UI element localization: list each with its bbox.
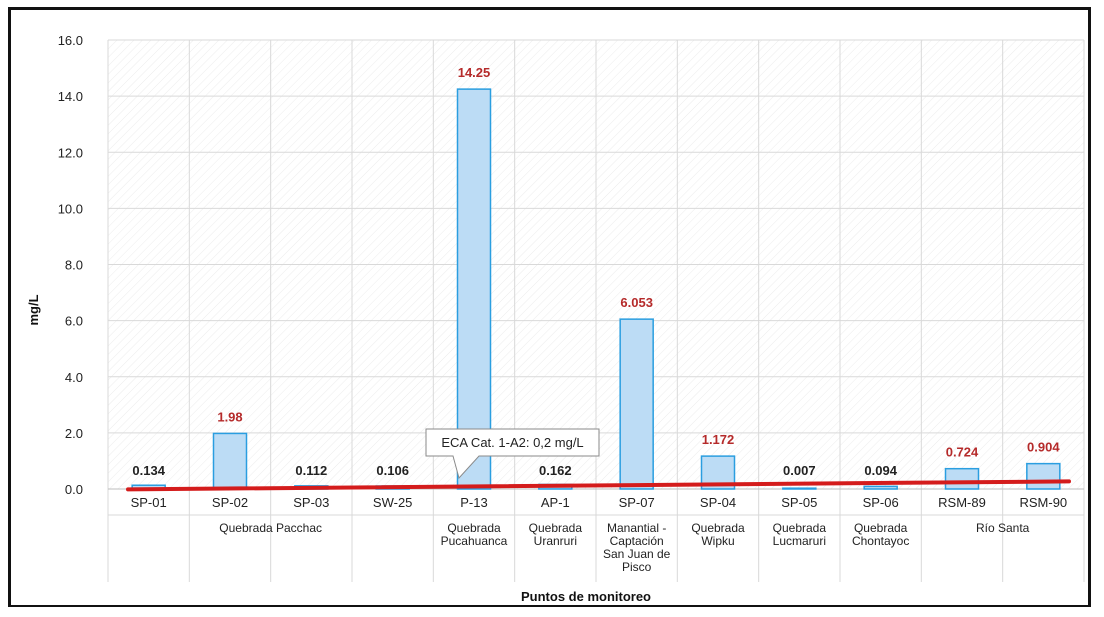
group-label: Manantial - (607, 521, 666, 535)
bar (619, 318, 654, 490)
grid (107, 39, 1085, 582)
x-tick-label: SP-04 (700, 495, 736, 510)
x-tick-label: SP-07 (619, 495, 655, 510)
y-tick-label: 6.0 (65, 314, 83, 329)
bar-chart: ECA Cat. 1-A2: 0,2 mg/L 0.0 2.0 4.0 6.0 8.0 1… (26, 33, 1085, 604)
threshold-label: ECA Cat. 1-A2: 0,2 mg/L (441, 435, 583, 450)
bar (1026, 462, 1061, 490)
data-label: 6.053 (620, 295, 653, 310)
data-label: 0.094 (864, 463, 897, 478)
data-label: 1.172 (702, 432, 735, 447)
y-tick-label: 16.0 (58, 33, 83, 48)
data-label: 0.162 (539, 463, 572, 478)
y-tick-label: 4.0 (65, 370, 83, 385)
group-label: Río Santa (976, 521, 1030, 535)
data-label: 0.007 (783, 463, 816, 478)
data-label: 0.724 (946, 445, 979, 460)
group-label: San Juan de (603, 547, 671, 561)
y-axis-label: mg/L (26, 294, 41, 325)
bar (944, 467, 980, 490)
bar (863, 485, 898, 490)
group-label: Pucahuanca (441, 534, 508, 548)
x-tick-label: SW-25 (373, 495, 413, 510)
x-tick-label: SP-01 (131, 495, 167, 510)
bars (131, 88, 1061, 490)
x-tick-label: P-13 (460, 495, 487, 510)
group-label: Lucmaruri (773, 534, 826, 548)
x-tick-label: SP-03 (293, 495, 329, 510)
x-tick-label: RSM-89 (938, 495, 986, 510)
group-label: Chontayoc (852, 534, 909, 548)
group-label: Pisco (622, 560, 652, 574)
group-label: Quebrada (529, 521, 583, 535)
labels: 0.0 2.0 4.0 6.0 8.0 10.0 12.0 14.0 16.0 0.134 1.98… (58, 33, 1067, 574)
group-label: Quebrada (447, 521, 501, 535)
threshold-callout (425, 428, 600, 480)
y-tick-label: 0.0 (65, 482, 83, 497)
group-label: Uranruri (534, 534, 577, 548)
x-tick-label: SP-02 (212, 495, 248, 510)
group-label: Captación (610, 534, 664, 548)
data-label: 0.134 (132, 463, 165, 478)
group-label: Quebrada (773, 521, 827, 535)
y-tick-label: 14.0 (58, 89, 83, 104)
data-label: 0.112 (295, 463, 327, 478)
y-tick-label: 10.0 (58, 201, 83, 216)
group-label: Quebrada Pacchac (219, 521, 322, 535)
y-tick-label: 2.0 (65, 426, 83, 441)
threshold-line (126, 479, 1071, 492)
bar (782, 487, 817, 490)
threshold: ECA Cat. 1-A2: 0,2 mg/L (126, 428, 1071, 492)
group-label: Wipku (701, 534, 734, 548)
group-label: Quebrada (854, 521, 908, 535)
x-tick-label: SP-06 (863, 495, 899, 510)
data-label: 1.98 (217, 409, 242, 424)
y-tick-label: 12.0 (58, 145, 83, 160)
data-label: 0.904 (1027, 440, 1060, 455)
bar (212, 432, 248, 490)
x-tick-label: SP-05 (781, 495, 817, 510)
bar (456, 88, 492, 490)
group-label: Quebrada (691, 521, 745, 535)
x-tick-label: AP-1 (541, 495, 570, 510)
data-label: 14.25 (458, 65, 491, 80)
data-label: 0.106 (376, 463, 409, 478)
x-tick-label: RSM-90 (1019, 495, 1067, 510)
y-tick-label: 8.0 (65, 258, 83, 273)
chart-frame: ECA Cat. 1-A2: 0,2 mg/L 0.0 2.0 4.0 6.0 8.0 1… (8, 7, 1091, 607)
x-axis-label: Puntos de monitoreo (521, 589, 651, 604)
